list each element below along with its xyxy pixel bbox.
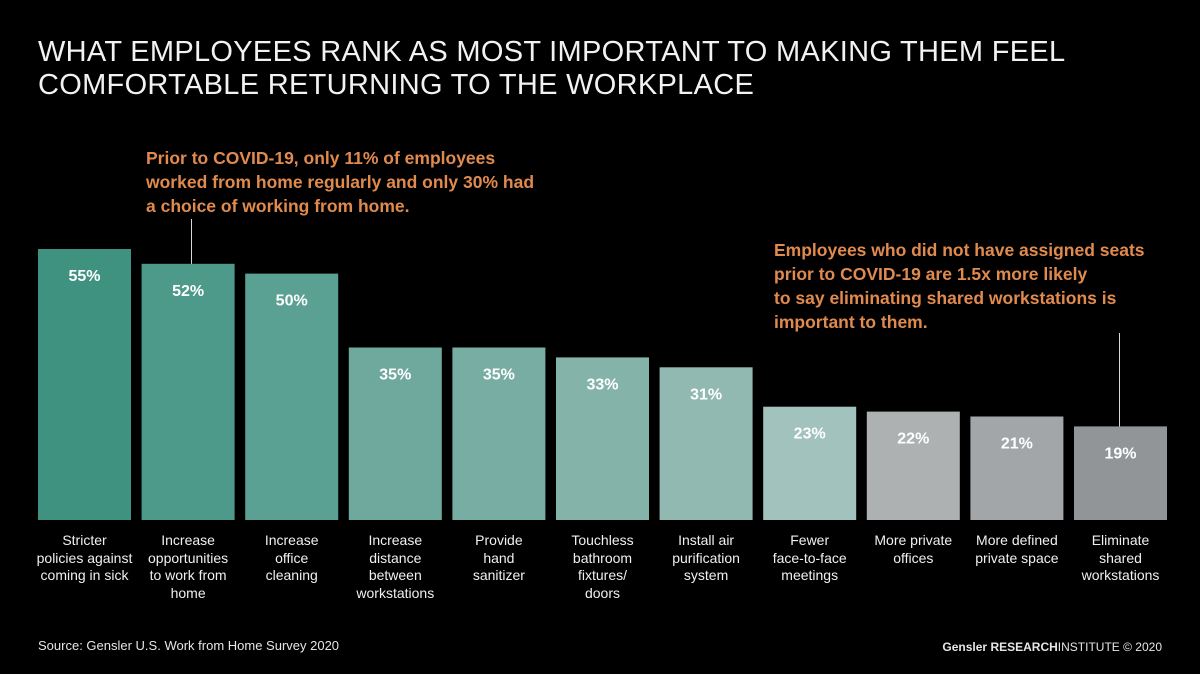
credit-research: RESEARCH [990, 640, 1058, 654]
category-label-line: More defined [976, 532, 1058, 548]
bar-2 [141, 263, 235, 520]
bar-10 [970, 416, 1064, 520]
category-label: Increase office cleaning [238, 532, 346, 585]
category-label-line: home [170, 584, 206, 601]
chart-title-line-1: WHAT EMPLOYEES RANK AS MOST IMPORTANT TO… [38, 36, 1066, 68]
annotation-line: Employees who did not have assigned seat… [774, 240, 1145, 260]
category-label-line: offices [893, 549, 934, 566]
category-label: More private offices [859, 532, 967, 567]
bar-value-label: 33% [586, 376, 618, 393]
bar-8 [763, 406, 857, 520]
category-label: Touchless bathroom fixtures/doors [549, 532, 657, 602]
category-label-line: Touchless [571, 532, 634, 548]
category-label-line: Increase [264, 532, 319, 548]
credit-copyright: © 2020 [1123, 640, 1162, 654]
bar-value-label: 52% [172, 283, 204, 300]
category-label-line: between [368, 567, 422, 583]
category-label-line: Stricter [62, 532, 107, 548]
bar-value-label: 50% [276, 293, 308, 310]
bar-6 [556, 357, 649, 520]
bar-4 [348, 347, 442, 520]
bar-value-label: 55% [68, 268, 100, 285]
category-label-line: face-to-face [772, 549, 847, 566]
category-label-line: workstations [356, 584, 435, 601]
category-label: Provide hand sanitizer [445, 532, 553, 585]
bar-value-label: 19% [1104, 445, 1136, 462]
category-label-line: bathroom [572, 549, 633, 566]
category-label-line: hand [483, 549, 515, 566]
annotation-line: worked from home regularly and only 30% … [146, 172, 535, 192]
category-label-line: to work from [149, 567, 227, 583]
annotation-line: Prior to COVID-19, only 11% of employees [146, 148, 496, 168]
annotation-line: prior to COVID-19 are 1.5x more likely [774, 264, 1088, 284]
category-label: Install air purification system [652, 532, 760, 585]
category-label: More defined private space [963, 532, 1071, 567]
category-label-line: shared [1099, 549, 1142, 566]
category-label-line: Increase [368, 532, 423, 548]
category-label-line: system [683, 567, 729, 583]
bar-3 [245, 273, 339, 520]
category-label-line: Provide [475, 532, 523, 548]
bar-value-label: 35% [379, 367, 411, 384]
category-label-line: doors [584, 584, 621, 601]
bar-value-label: 23% [794, 426, 826, 443]
category-label-line: meetings [781, 567, 839, 583]
category-label-line: More private [874, 532, 953, 548]
category-label-line: opportunities [148, 549, 229, 566]
category-label-line: policies against [36, 549, 133, 566]
category-label-line: private space [975, 549, 1059, 566]
annotation-covid-wfh: Prior to COVID-19, only 11% of employees… [146, 146, 534, 218]
category-label-line: fixtures/ [577, 567, 627, 583]
category-label-line: Install air [678, 532, 735, 548]
category-label: Increase distance between workstations [341, 532, 449, 602]
credit-brand: Gensler [942, 640, 988, 654]
annotation-line: a choice of working from home. [146, 196, 410, 216]
category-label-line: sanitizer [472, 567, 525, 583]
annotation-line: important to them. [774, 312, 928, 332]
credit-line: Gensler RESEARCHINSTITUTE © 2020 [942, 640, 1162, 654]
category-label-line: office [275, 549, 309, 566]
source-note: Source: Gensler U.S. Work from Home Surv… [38, 638, 340, 653]
bar-7 [659, 367, 753, 520]
annotation-leader-line [1119, 333, 1120, 427]
category-label: Stricter policies against coming in sick [31, 532, 139, 585]
annotation-assigned-seats: Employees who did not have assigned seat… [774, 238, 1145, 334]
annotation-leader-line [191, 219, 192, 266]
bar-9 [866, 411, 960, 520]
bar-5 [452, 347, 546, 520]
bar-1 [38, 249, 131, 520]
chart-title: WHAT EMPLOYEES RANK AS MOST IMPORTANT TO… [38, 36, 1066, 102]
category-label: Fewer face-to-face meetings [756, 532, 864, 585]
category-label: Eliminate shared workstations [1067, 532, 1175, 585]
category-label-line: coming in sick [40, 567, 129, 583]
category-label-line: workstations [1081, 567, 1160, 583]
credit-institute: INSTITUTE [1057, 640, 1120, 654]
category-label-line: cleaning [265, 567, 318, 583]
annotation-line: to say eliminating shared workstations i… [774, 288, 1117, 308]
category-label-line: distance [369, 549, 422, 566]
bar-value-label: 22% [897, 431, 929, 448]
category-label-line: Eliminate [1091, 532, 1150, 548]
bar-11 [1074, 426, 1167, 520]
chart-title-line-2: COMFORTABLE RETURNING TO THE WORKPLACE [38, 69, 755, 101]
category-label-line: Increase [161, 532, 215, 548]
category-label-line: Fewer [790, 532, 830, 548]
bar-value-label: 21% [1001, 436, 1033, 453]
bar-value-label: 35% [483, 367, 515, 384]
category-label-line: purification [672, 549, 740, 566]
bar-value-label: 31% [690, 386, 722, 403]
category-label: Increase opportunities to work from home [134, 532, 242, 602]
